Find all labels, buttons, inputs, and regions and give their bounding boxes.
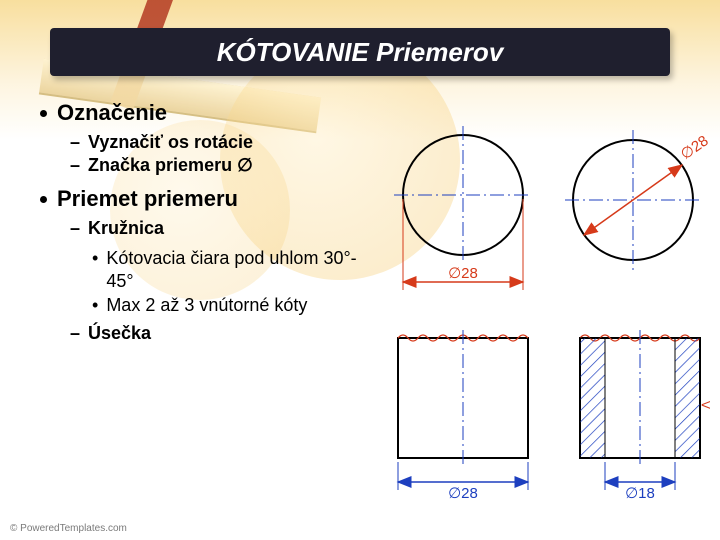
bullet-1-label: Označenie bbox=[57, 100, 167, 126]
diagram-rect-left: ∅28 bbox=[378, 330, 548, 505]
dim-label: ∅28 bbox=[448, 265, 478, 282]
bullet-1: Označenie Vyznačiť os rotácie Značka pri… bbox=[40, 100, 370, 176]
dim-label: ∅28 bbox=[448, 485, 478, 502]
title-bar: KÓTOVANIE Priemerov bbox=[50, 28, 670, 76]
dim-label: ∅18 bbox=[625, 485, 655, 502]
page-title: KÓTOVANIE Priemerov bbox=[217, 37, 504, 68]
bullet-2: Priemet priemeru Kružnica Kótovacia čiar… bbox=[40, 186, 370, 344]
svg-text:⋁: ⋁ bbox=[701, 399, 710, 410]
diagram-rect-right: ∅18 ⋁ bbox=[570, 330, 710, 505]
bullet-1-sub-2: Značka priemeru ∅ bbox=[70, 155, 370, 176]
diagram-circle-dimension-angled: ∅28 bbox=[555, 120, 715, 310]
diagram-circle-dimension-below: ∅28 bbox=[378, 120, 548, 310]
content-block: Označenie Vyznačiť os rotácie Značka pri… bbox=[40, 100, 370, 354]
footer-credit: © PoweredTemplates.com bbox=[10, 523, 127, 534]
bullet-2-sub-2: Úsečka bbox=[70, 323, 370, 344]
dim-label: ∅28 bbox=[678, 132, 712, 163]
bullet-2-subsub-2: Max 2 až 3 vnútorné kóty bbox=[92, 294, 370, 317]
bullet-2-sub-1: Kružnica bbox=[70, 218, 370, 239]
bullet-1-sub-1: Vyznačiť os rotácie bbox=[70, 132, 370, 153]
bullet-2-subsub-1: Kótovacia čiara pod uhlom 30°- 45° bbox=[92, 247, 370, 292]
bullet-2-label: Priemet priemeru bbox=[57, 186, 238, 212]
